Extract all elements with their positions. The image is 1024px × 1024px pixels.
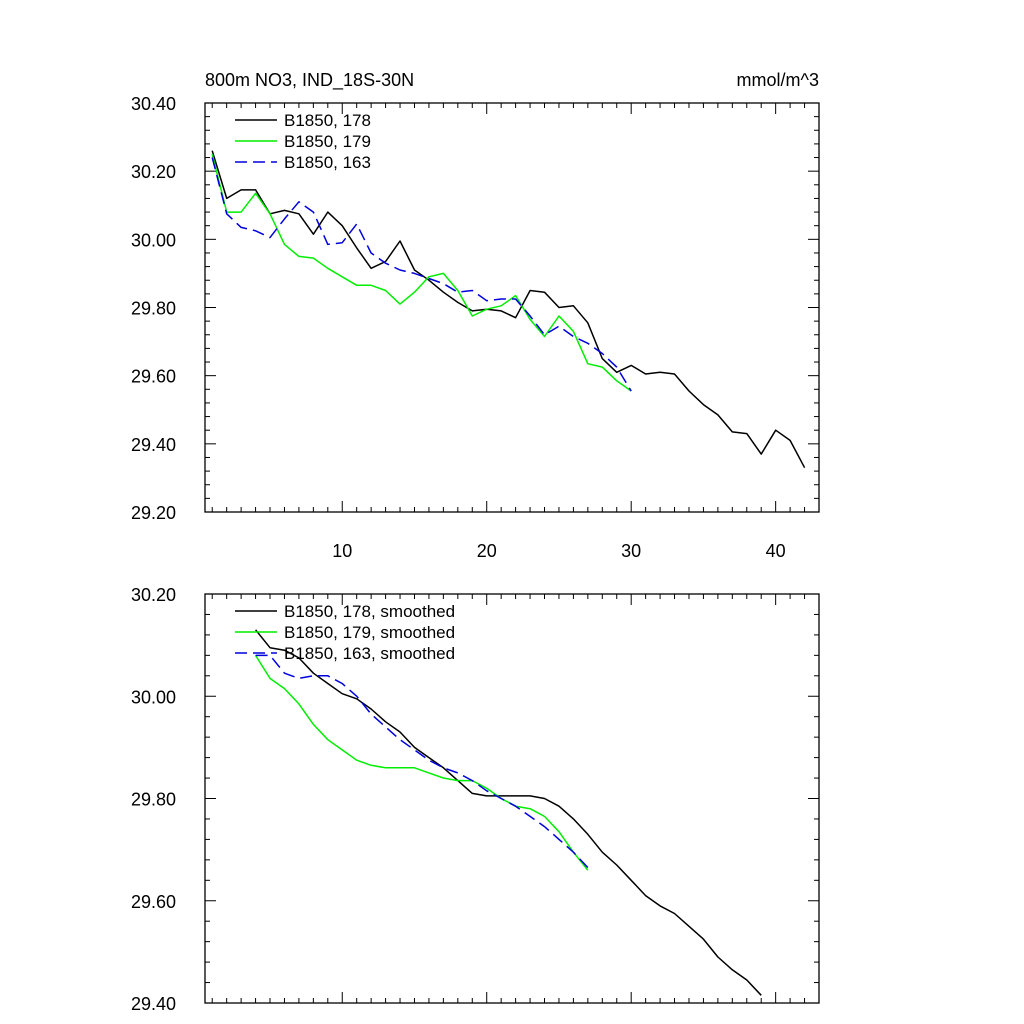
- x-tick-label: 30: [621, 541, 641, 561]
- y-tick-label: 30.20: [131, 162, 176, 182]
- y-tick-label: 29.60: [131, 367, 176, 387]
- series-line: [211, 157, 632, 392]
- x-tick-label: 40: [766, 541, 786, 561]
- legend-label: B1850, 163, smoothed: [284, 644, 455, 663]
- y-tick-label: 29.80: [131, 790, 176, 810]
- figure-title: 800m NO3, IND_18S-30N: [205, 70, 414, 91]
- y-tick-label: 30.20: [131, 585, 176, 605]
- series-line: [255, 654, 589, 869]
- series-line: [211, 153, 632, 392]
- legend-label: B1850, 179: [284, 132, 371, 151]
- y-tick-label: 29.60: [131, 892, 176, 912]
- top-panel: 10 20 30 40 29.20 29.40 29.60 29.80 30.00 30.20 30…: [131, 94, 820, 561]
- y-tick-label: 29.40: [131, 435, 176, 455]
- y-tick-label: 29.20: [131, 503, 176, 523]
- y-tick-label: 30.00: [131, 230, 176, 250]
- y-tick-label: 29.40: [131, 994, 176, 1014]
- legend-label: B1850, 179, smoothed: [284, 623, 455, 642]
- series-line: [255, 629, 762, 996]
- bottom-panel: 29.40 29.60 29.80 30.00 30.20 B1850, 178, smo…: [131, 585, 820, 1014]
- y-tick-label: 29.80: [131, 299, 176, 319]
- figure-units: mmol/m^3: [737, 70, 819, 90]
- y-tick-label: 30.00: [131, 687, 176, 707]
- x-tick-label: 10: [332, 541, 352, 561]
- legend-label: B1850, 163: [284, 153, 371, 172]
- legend-label: B1850, 178: [284, 111, 371, 130]
- series-line: [211, 150, 806, 469]
- x-tick-label: 20: [477, 541, 497, 561]
- legend-label: B1850, 178, smoothed: [284, 602, 455, 621]
- series-line: [254, 655, 589, 871]
- y-tick-label: 30.40: [131, 94, 176, 114]
